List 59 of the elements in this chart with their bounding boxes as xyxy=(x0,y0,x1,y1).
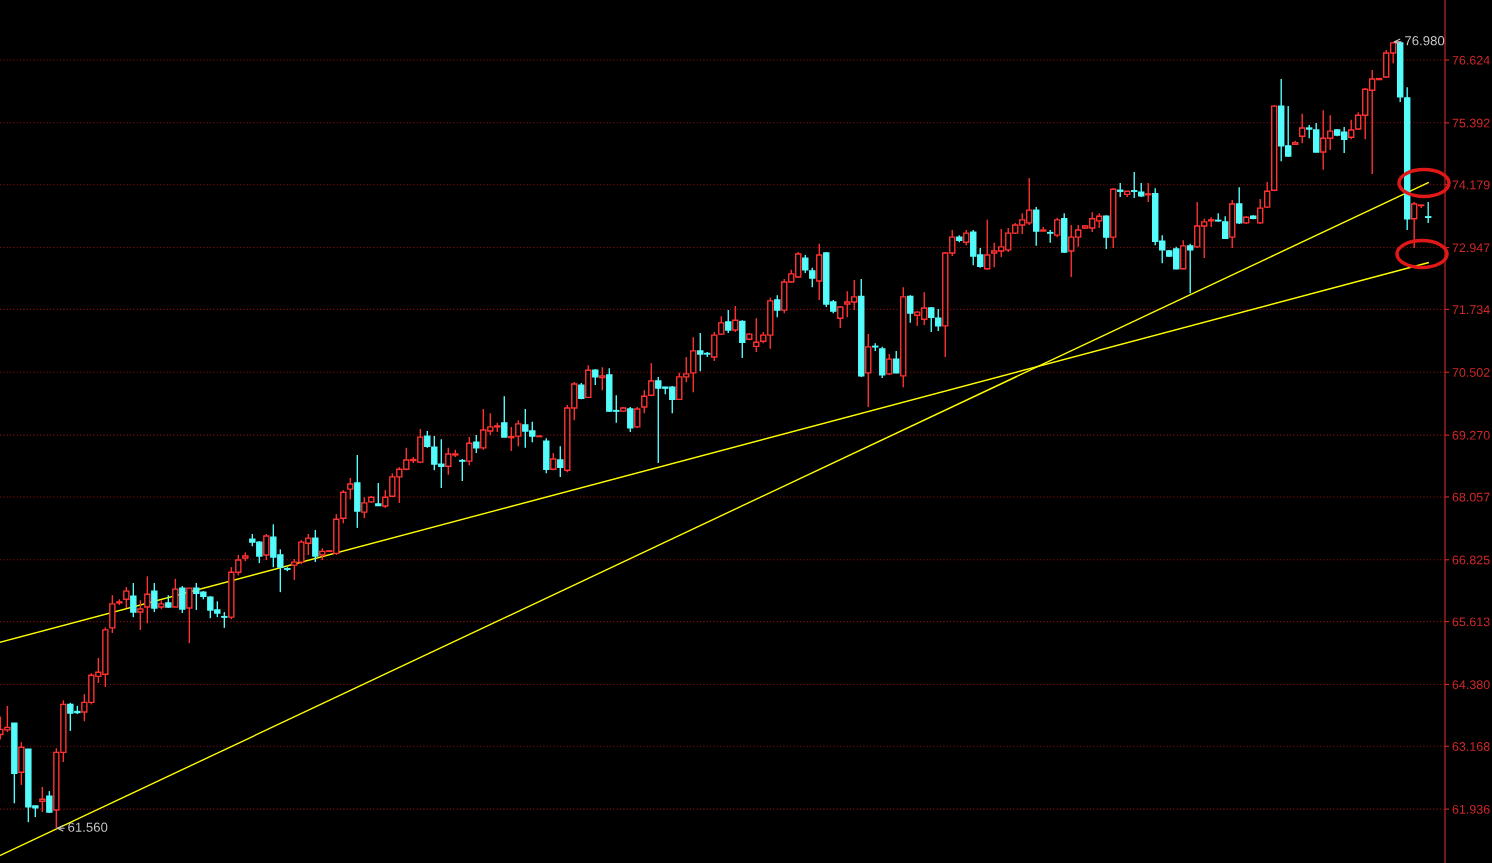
candlestick xyxy=(1180,239,1187,270)
candlestick xyxy=(4,705,11,733)
candlestick xyxy=(459,458,466,482)
candlestick xyxy=(893,350,900,375)
y-tick-label: 76.624 xyxy=(1452,55,1490,65)
candlestick xyxy=(634,406,641,429)
candlestick xyxy=(1299,113,1306,145)
candlestick xyxy=(375,482,382,507)
candlestick xyxy=(151,582,158,613)
candlestick xyxy=(627,406,634,433)
candlestick xyxy=(641,389,648,414)
candlestick xyxy=(753,317,760,353)
candlestick xyxy=(599,366,606,391)
candlestick xyxy=(557,445,564,478)
candlestick xyxy=(935,308,942,332)
candlestick xyxy=(466,436,473,466)
candlestick xyxy=(1054,217,1061,238)
y-tick-label: 70.502 xyxy=(1452,368,1490,377)
candlestick xyxy=(501,395,508,438)
y-tick-label: 64.380 xyxy=(1452,680,1490,690)
candlestick xyxy=(739,319,746,359)
candlestick xyxy=(144,575,151,624)
candlestick xyxy=(312,529,319,563)
candlestick xyxy=(1145,182,1152,203)
candlestick xyxy=(39,786,46,813)
y-tick-label: 66.825 xyxy=(1452,555,1490,565)
y-tick-label: 71.734 xyxy=(1452,305,1490,315)
candlestick xyxy=(1033,206,1040,247)
candlestick xyxy=(886,353,893,376)
candlestick xyxy=(172,578,179,608)
candlestick xyxy=(774,294,781,318)
candlestick xyxy=(1187,243,1194,294)
y-tick-label: 74.179 xyxy=(1452,180,1490,190)
y-tick-label: 68.057 xyxy=(1452,492,1490,502)
candlestick xyxy=(984,219,991,271)
y-tick-label: 61.936 xyxy=(1452,804,1490,814)
candlestick xyxy=(1131,171,1138,199)
candlestick xyxy=(130,582,137,618)
y-tick-label: 72.947 xyxy=(1452,243,1490,253)
y-tick-label: 69.270 xyxy=(1452,430,1490,440)
candlestick xyxy=(725,309,732,334)
candlestick xyxy=(347,477,354,501)
candlestick xyxy=(179,585,186,614)
candlestick xyxy=(1424,201,1432,224)
y-tick-label: 63.168 xyxy=(1452,742,1490,751)
candlestick xyxy=(1236,186,1243,225)
annotation: 61.560 xyxy=(68,822,108,832)
candlestick xyxy=(837,305,844,329)
candlestick xyxy=(1103,214,1110,250)
candlestick xyxy=(186,587,193,644)
y-tick-label: 75.392 xyxy=(1452,118,1490,128)
candlestick xyxy=(137,599,144,631)
candlestick xyxy=(648,362,655,398)
candlestick xyxy=(907,294,914,324)
candlestick xyxy=(263,533,270,561)
candlestick xyxy=(732,305,739,333)
y-tick-label: 65.613 xyxy=(1452,617,1490,627)
candlestick xyxy=(928,306,935,333)
candlestick xyxy=(123,586,130,609)
